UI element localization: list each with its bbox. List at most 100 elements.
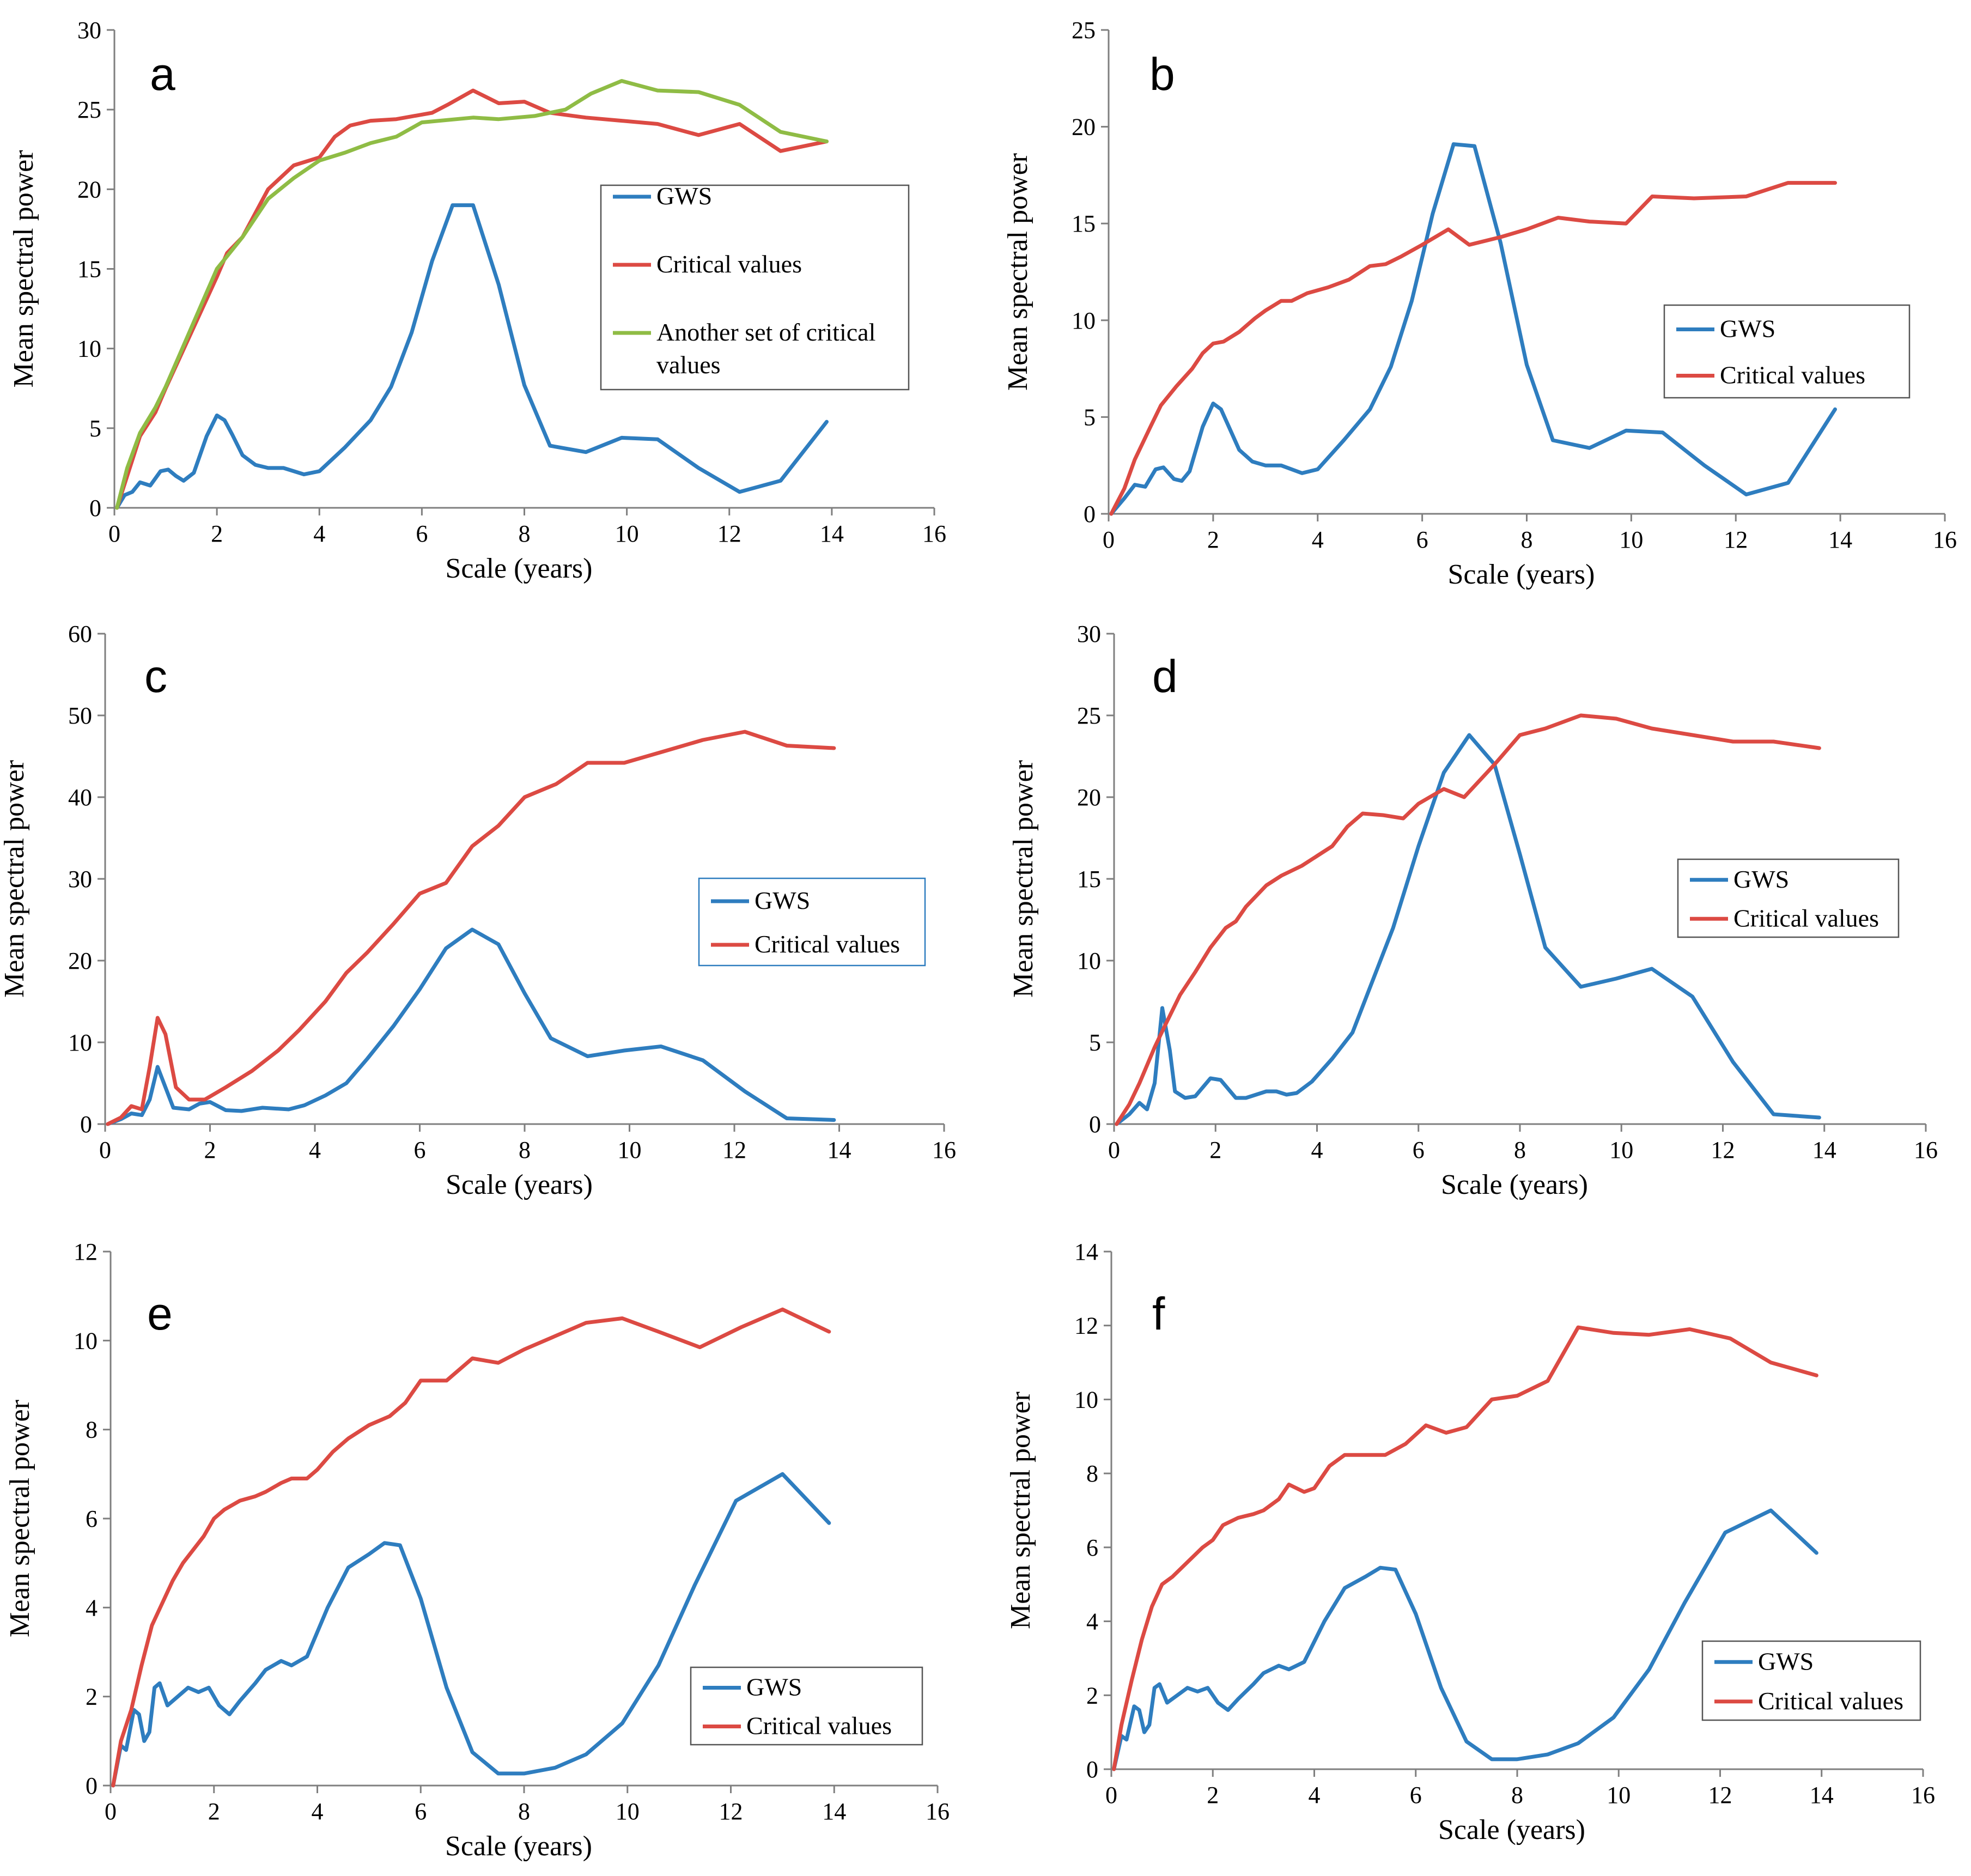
data-point bbox=[277, 1049, 280, 1052]
data-point bbox=[1729, 1337, 1732, 1340]
x-tick-label: 8 bbox=[1514, 1137, 1526, 1163]
data-point bbox=[1463, 796, 1466, 799]
data-point bbox=[318, 156, 321, 159]
data-point bbox=[1650, 967, 1653, 970]
x-tick-label: 0 bbox=[108, 520, 120, 547]
data-point bbox=[1154, 468, 1157, 471]
data-point bbox=[264, 1490, 267, 1493]
data-point bbox=[1165, 1701, 1169, 1704]
data-point bbox=[1188, 470, 1191, 473]
data-point bbox=[1351, 1031, 1354, 1034]
data-point bbox=[209, 1101, 211, 1103]
data-point bbox=[316, 1468, 319, 1471]
data-point bbox=[1731, 1060, 1735, 1064]
y-tick-label: 30 bbox=[68, 866, 92, 893]
data-point bbox=[404, 1401, 407, 1405]
data-point bbox=[1817, 1116, 1821, 1119]
data-point bbox=[1544, 727, 1547, 730]
data-point bbox=[164, 385, 167, 388]
data-point bbox=[657, 1330, 660, 1333]
y-tick-label: 4 bbox=[86, 1594, 98, 1621]
data-point bbox=[1417, 845, 1420, 848]
data-point bbox=[343, 151, 346, 154]
data-point bbox=[657, 1664, 660, 1667]
y-tick-label: 15 bbox=[77, 256, 101, 283]
x-tick-label: 8 bbox=[518, 1798, 530, 1825]
data-point bbox=[1424, 1424, 1427, 1427]
data-point bbox=[197, 1691, 200, 1693]
data-point bbox=[1465, 1425, 1468, 1429]
data-point bbox=[1227, 425, 1231, 428]
chart-panel-b: 0 5 10 15 20 25 0 2 4 6 8 10 12 14 16 Scale (years) Mean… bbox=[1002, 17, 1957, 590]
data-point bbox=[266, 466, 270, 470]
data-point bbox=[254, 463, 257, 466]
data-point bbox=[471, 928, 474, 931]
data-point bbox=[1468, 733, 1471, 737]
x-tick-label: 10 bbox=[615, 520, 639, 547]
data-point bbox=[154, 406, 157, 409]
x-tick-label: 12 bbox=[1711, 1137, 1735, 1163]
data-point bbox=[190, 326, 193, 330]
data-point bbox=[430, 111, 434, 114]
x-tick-label: 8 bbox=[1521, 526, 1533, 553]
data-point bbox=[1194, 1095, 1197, 1098]
data-point bbox=[1316, 854, 1318, 858]
data-point bbox=[1499, 241, 1502, 245]
data-point bbox=[1209, 946, 1212, 949]
data-point bbox=[1275, 1090, 1278, 1093]
data-point bbox=[1468, 243, 1471, 246]
y-tick-label: 8 bbox=[1086, 1460, 1098, 1487]
data-point bbox=[1143, 485, 1147, 488]
data-point bbox=[697, 90, 700, 94]
y-axis-title: Mean spectral power bbox=[1005, 1392, 1036, 1629]
data-point bbox=[148, 1098, 151, 1101]
data-point bbox=[1277, 1664, 1280, 1667]
legend: GWS Critical values bbox=[698, 877, 926, 967]
data-point bbox=[1579, 985, 1583, 988]
data-point bbox=[1234, 920, 1237, 923]
data-point bbox=[1238, 448, 1241, 452]
y-tick-label: 10 bbox=[1074, 1386, 1098, 1413]
data-point bbox=[150, 1624, 154, 1627]
data-point bbox=[1490, 1398, 1493, 1401]
data-point bbox=[1149, 425, 1152, 428]
data-point bbox=[1303, 1490, 1306, 1493]
data-point bbox=[343, 446, 346, 449]
data-point bbox=[779, 130, 782, 133]
data-point bbox=[1817, 746, 1821, 750]
data-point bbox=[586, 1055, 589, 1058]
data-point bbox=[1115, 1122, 1118, 1126]
data-point bbox=[224, 1086, 227, 1089]
data-point bbox=[369, 418, 372, 422]
data-point bbox=[1516, 1394, 1519, 1398]
data-point bbox=[1525, 228, 1528, 231]
data-point bbox=[1346, 825, 1349, 828]
data-point bbox=[230, 433, 234, 436]
y-tick-label: 8 bbox=[86, 1417, 98, 1443]
data-point bbox=[1160, 1006, 1164, 1010]
data-point bbox=[1414, 1612, 1418, 1616]
data-point bbox=[1445, 1431, 1448, 1434]
data-point bbox=[1579, 714, 1583, 717]
data-point bbox=[693, 1584, 696, 1587]
data-point bbox=[446, 103, 449, 106]
data-point bbox=[1137, 1708, 1141, 1711]
data-point bbox=[1368, 408, 1372, 411]
data-point bbox=[119, 1739, 123, 1743]
data-point bbox=[1300, 471, 1304, 475]
data-point bbox=[106, 1122, 110, 1126]
x-tick-label: 16 bbox=[1933, 526, 1957, 553]
data-point bbox=[1328, 1465, 1331, 1468]
data-point bbox=[585, 1753, 588, 1756]
data-point bbox=[1224, 926, 1227, 930]
series-line-gws bbox=[111, 1472, 831, 1788]
data-point bbox=[589, 92, 593, 95]
x-axis-title: Scale (years) bbox=[446, 553, 593, 584]
data-point bbox=[1551, 439, 1554, 442]
data-point bbox=[140, 1114, 143, 1116]
data-point bbox=[1277, 1498, 1280, 1501]
x-tick-label: 10 bbox=[1607, 1782, 1631, 1808]
data-point bbox=[1138, 1101, 1141, 1104]
data-point bbox=[1285, 1093, 1288, 1096]
legend: GWS Critical values Another set of critica… bbox=[600, 182, 910, 391]
